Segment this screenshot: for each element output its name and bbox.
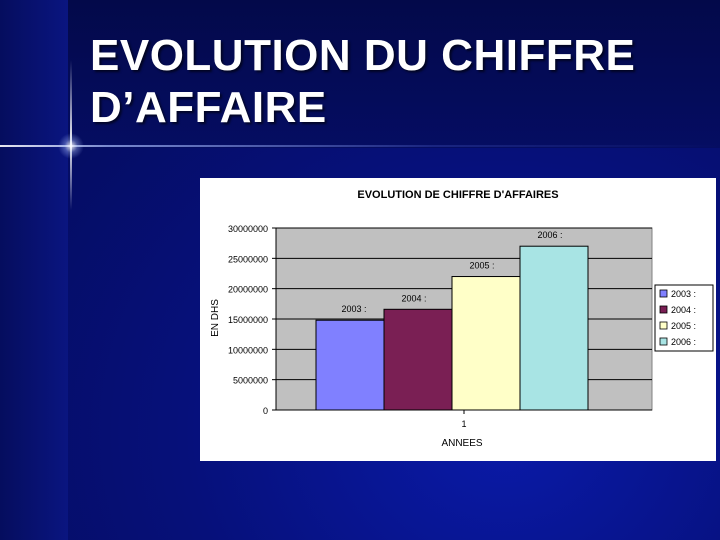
legend-swatch xyxy=(659,305,668,314)
y-tick-label: 0 xyxy=(263,406,268,416)
y-tick-label: 5000000 xyxy=(233,376,268,386)
slide-title-line-1: EVOLUTION DU CHIFFRE xyxy=(90,31,636,80)
bar-2003 xyxy=(315,319,385,411)
bar-2006 xyxy=(519,245,589,411)
horizontal-accent-line xyxy=(0,145,720,147)
x-axis-label: ANNEES xyxy=(441,438,482,449)
legend-swatch xyxy=(659,337,668,346)
legend-entry: 2003 : xyxy=(671,289,696,299)
slide-title: EVOLUTION DU CHIFFRE D’AFFAIRE xyxy=(90,30,690,134)
x-tick-label: 1 xyxy=(461,419,466,429)
slide-title-line-2: D’AFFAIRE xyxy=(90,83,327,132)
bar-2005 xyxy=(451,276,521,411)
chart-title: EVOLUTION DE CHIFFRE D'AFFAIRES xyxy=(357,189,558,201)
star-sparkle-icon xyxy=(58,133,84,159)
legend-swatch xyxy=(659,321,668,330)
legend-swatch xyxy=(659,289,668,298)
data-label: 2003 : xyxy=(341,304,366,314)
data-label: 2005 : xyxy=(469,261,494,271)
y-tick-label: 20000000 xyxy=(228,285,268,295)
y-tick-label: 15000000 xyxy=(228,315,268,325)
legend-entry: 2006 : xyxy=(671,337,696,347)
y-axis-label: EN DHS xyxy=(210,299,221,337)
chart-container: EVOLUTION DE CHIFFRE D'AFFAIRES EN DHS A… xyxy=(200,178,716,461)
y-tick-label: 25000000 xyxy=(228,254,268,264)
data-label: 2006 : xyxy=(537,230,562,240)
title-band xyxy=(0,0,720,148)
data-label: 2004 : xyxy=(401,293,426,303)
y-tick-label: 30000000 xyxy=(228,224,268,234)
bar-2004 xyxy=(383,308,453,411)
y-tick-label: 10000000 xyxy=(228,345,268,355)
left-band xyxy=(0,0,68,540)
legend-entry: 2004 : xyxy=(671,305,696,315)
bar-chart: EVOLUTION DE CHIFFRE D'AFFAIRES EN DHS A… xyxy=(210,189,714,449)
legend-entry: 2005 : xyxy=(671,321,696,331)
